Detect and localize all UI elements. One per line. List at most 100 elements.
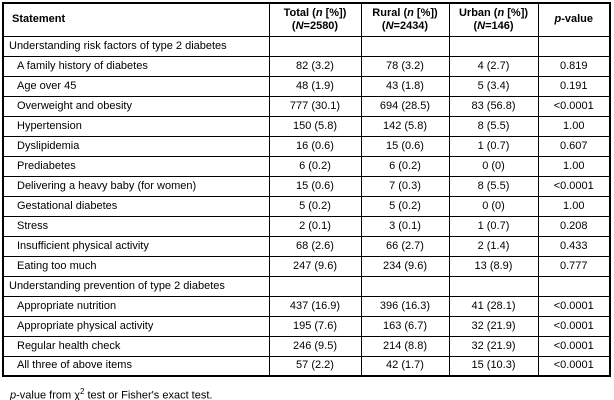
urban-cell: 32 (21.9) [448, 315, 539, 337]
statement-cell: A family history of diabetes [2, 55, 270, 77]
total-cell [268, 275, 362, 297]
statement-cell: Regular health check [2, 335, 270, 357]
total-cell: 82 (3.2) [268, 55, 362, 77]
col-header-pvalue: p-value [537, 2, 611, 37]
statement-cell: Hypertension [2, 115, 270, 137]
statement-cell: Appropriate nutrition [2, 295, 270, 317]
total-cell: 150 (5.8) [268, 115, 362, 137]
statement-cell: All three of above items [2, 355, 270, 377]
urban-cell: 8 (5.5) [448, 115, 539, 137]
total-cell: 48 (1.9) [268, 75, 362, 97]
urban-cell [448, 275, 539, 297]
table-body: Understanding risk factors of type 2 dia… [2, 35, 611, 377]
urban-cell: 4 (2.7) [448, 55, 539, 77]
urban-cell: 32 (21.9) [448, 335, 539, 357]
statement-header-label: Statement [12, 13, 66, 26]
rural-cell: 15 (0.6) [360, 135, 450, 157]
statement-cell: Eating too much [2, 255, 270, 277]
table-row: Insufficient physical activity 68 (2.6) … [2, 235, 611, 257]
total-cell: 2 (0.1) [268, 215, 362, 237]
col-header-urban: Urban (n [%]) (N=146) [448, 2, 539, 37]
urban-cell [448, 35, 539, 57]
chi-symbol: χ [74, 389, 80, 400]
statement-cell: Insufficient physical activity [2, 235, 270, 257]
table-row: Stress 2 (0.1) 3 (0.1) 1 (0.7) 0.208 [2, 215, 611, 237]
rural-cell [360, 35, 450, 57]
rural-cell: 3 (0.1) [360, 215, 450, 237]
pvalue-cell: 1.00 [537, 195, 611, 217]
rural-cell: 694 (28.5) [360, 95, 450, 117]
table-row: Prediabetes 6 (0.2) 6 (0.2) 0 (0) 1.00 [2, 155, 611, 177]
rural-cell: 43 (1.8) [360, 75, 450, 97]
urban-cell: 5 (3.4) [448, 75, 539, 97]
table-row: Age over 45 48 (1.9) 43 (1.8) 5 (3.4) 0.… [2, 75, 611, 97]
statement-cell: Age over 45 [2, 75, 270, 97]
total-cell: 15 (0.6) [268, 175, 362, 197]
table-row: All three of above items 57 (2.2) 42 (1.… [2, 355, 611, 377]
total-cell: 5 (0.2) [268, 195, 362, 217]
table-row: Hypertension 150 (5.8) 142 (5.8) 8 (5.5)… [2, 115, 611, 137]
pvalue-cell: 1.00 [537, 115, 611, 137]
urban-cell: 15 (10.3) [448, 355, 539, 377]
section-row: Understanding risk factors of type 2 dia… [2, 35, 611, 57]
rural-cell: 396 (16.3) [360, 295, 450, 317]
statement-cell: Understanding risk factors of type 2 dia… [2, 35, 270, 57]
pvalue-cell [537, 275, 611, 297]
total-cell: 195 (7.6) [268, 315, 362, 337]
col-header-total: Total (n [%]) (N=2580) [268, 2, 362, 37]
col-header-statement: Statement [2, 2, 270, 37]
rural-cell: 214 (8.8) [360, 335, 450, 357]
urban-cell: 83 (56.8) [448, 95, 539, 117]
rural-cell: 163 (6.7) [360, 315, 450, 337]
rural-cell [360, 275, 450, 297]
total-cell: 57 (2.2) [268, 355, 362, 377]
rural-cell: 142 (5.8) [360, 115, 450, 137]
rural-cell: 78 (3.2) [360, 55, 450, 77]
rural-cell: 42 (1.7) [360, 355, 450, 377]
rural-cell: 7 (0.3) [360, 175, 450, 197]
col-header-rural: Rural (n [%]) (N=2434) [360, 2, 450, 37]
table-header: Statement Total (n [%]) (N=2580) Rural (… [2, 2, 611, 37]
urban-cell: 13 (8.9) [448, 255, 539, 277]
urban-cell: 0 (0) [448, 195, 539, 217]
total-cell: 16 (0.6) [268, 135, 362, 157]
urban-cell: 0 (0) [448, 155, 539, 177]
rural-cell: 234 (9.6) [360, 255, 450, 277]
table-row: Eating too much 247 (9.6) 234 (9.6) 13 (… [2, 255, 611, 277]
table-row: A family history of diabetes 82 (3.2) 78… [2, 55, 611, 77]
total-cell: 68 (2.6) [268, 235, 362, 257]
section-row: Understanding prevention of type 2 diabe… [2, 275, 611, 297]
pvalue-cell: <0.0001 [537, 175, 611, 197]
pvalue-cell: 0.191 [537, 75, 611, 97]
table-footnote: p-value from χ2 test or Fisher's exact t… [10, 387, 213, 400]
total-cell: 777 (30.1) [268, 95, 362, 117]
pvalue-cell: 0.607 [537, 135, 611, 157]
pvalue-cell: <0.0001 [537, 295, 611, 317]
total-cell: 247 (9.6) [268, 255, 362, 277]
statement-cell: Prediabetes [2, 155, 270, 177]
table-row: Dyslipidemia 16 (0.6) 15 (0.6) 1 (0.7) 0… [2, 135, 611, 157]
pvalue-cell: 0.777 [537, 255, 611, 277]
urban-cell: 8 (5.5) [448, 175, 539, 197]
table-row: Gestational diabetes 5 (0.2) 5 (0.2) 0 (… [2, 195, 611, 217]
statement-cell: Dyslipidemia [2, 135, 270, 157]
statement-cell: Overweight and obesity [2, 95, 270, 117]
urban-cell: 2 (1.4) [448, 235, 539, 257]
urban-cell: 41 (28.1) [448, 295, 539, 317]
pvalue-cell: <0.0001 [537, 315, 611, 337]
total-cell [268, 35, 362, 57]
pvalue-cell: 1.00 [537, 155, 611, 177]
statistics-table: Statement Total (n [%]) (N=2580) Rural (… [2, 2, 611, 377]
rural-cell: 5 (0.2) [360, 195, 450, 217]
pvalue-cell: <0.0001 [537, 335, 611, 357]
statement-cell: Stress [2, 215, 270, 237]
total-cell: 6 (0.2) [268, 155, 362, 177]
pvalue-cell: <0.0001 [537, 355, 611, 377]
rural-cell: 6 (0.2) [360, 155, 450, 177]
urban-cell: 1 (0.7) [448, 135, 539, 157]
table-row: Regular health check 246 (9.5) 214 (8.8)… [2, 335, 611, 357]
table-row: Delivering a heavy baby (for women) 15 (… [2, 175, 611, 197]
rural-cell: 66 (2.7) [360, 235, 450, 257]
statement-cell: Gestational diabetes [2, 195, 270, 217]
